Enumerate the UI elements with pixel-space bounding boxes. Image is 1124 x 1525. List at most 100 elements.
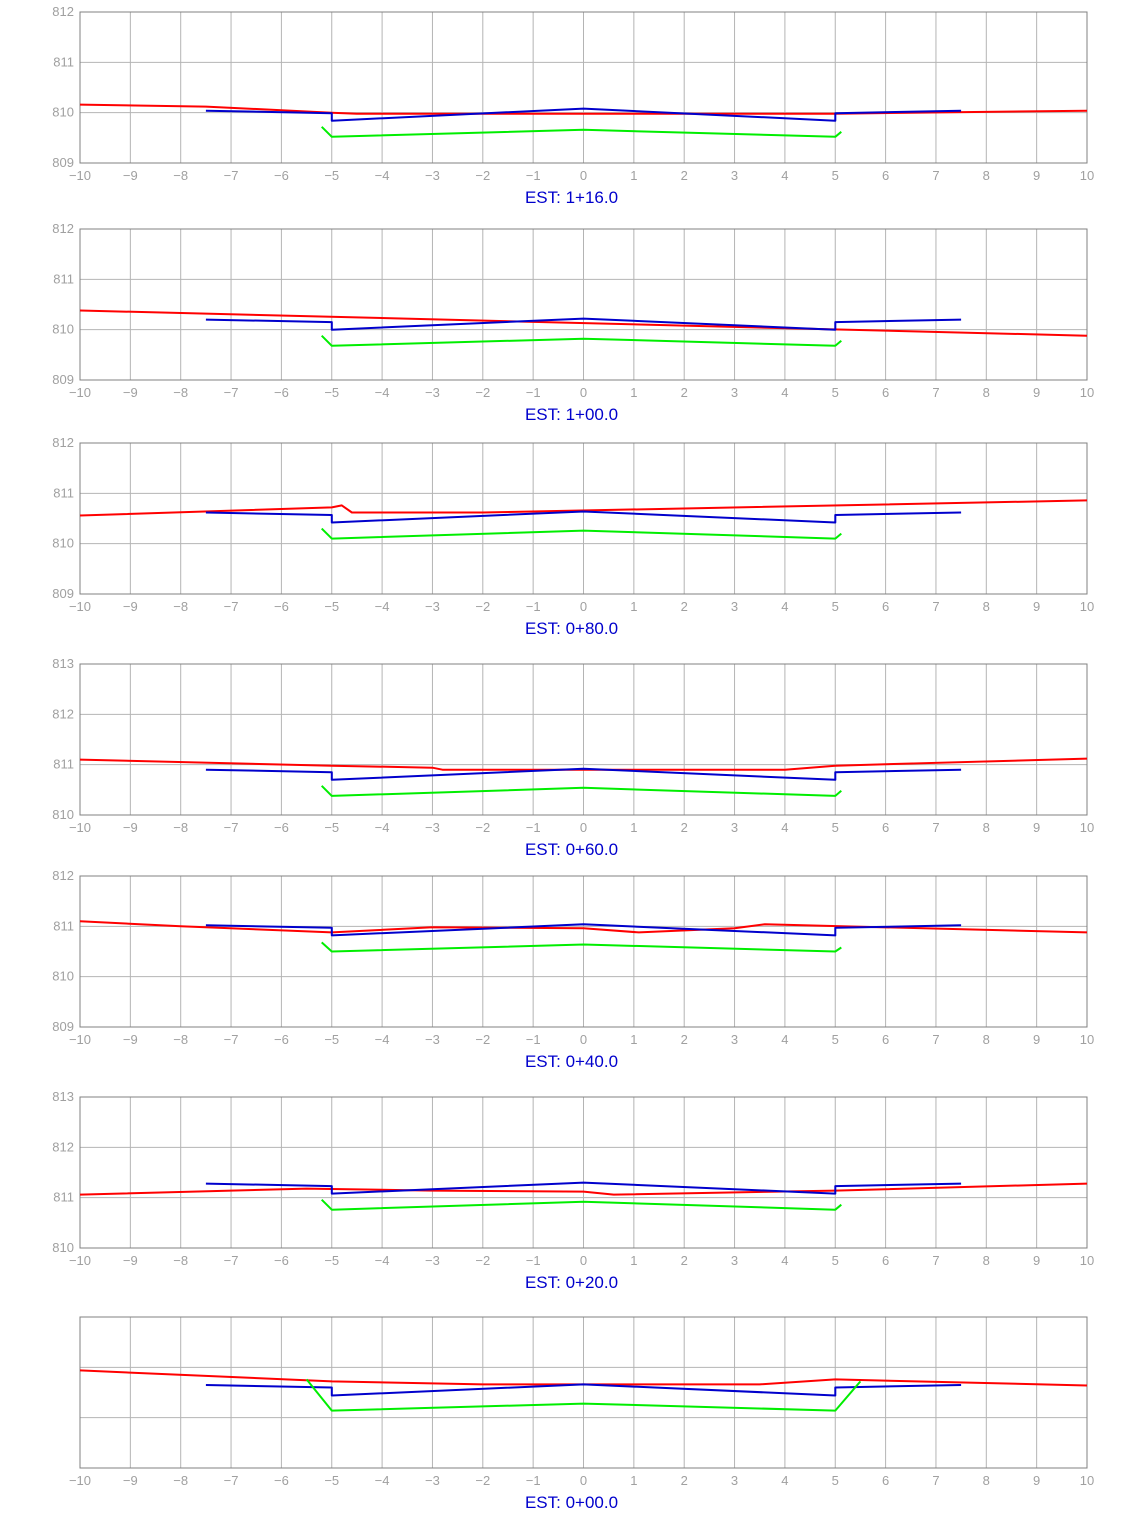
x-tick-label: −1: [526, 168, 541, 183]
x-tick-label: 0: [580, 385, 587, 400]
terrain-line: [79, 499, 1088, 517]
x-tick-label: −7: [224, 1253, 239, 1268]
x-tick-label: 9: [1033, 168, 1040, 183]
x-tick-label: 10: [1080, 1032, 1094, 1047]
x-tick-label: −4: [375, 1253, 390, 1268]
x-tick-label: 0: [580, 599, 587, 614]
x-tick-label: 10: [1080, 820, 1094, 835]
pavement-line: [320, 1198, 842, 1211]
x-tick-label: 4: [781, 820, 788, 835]
x-tick-label: 7: [932, 1032, 939, 1047]
section-panel-5: −10 −9 −8 −7 −6 −5 −4 −3 −2 −1 0 1 2 3 4 5 6 7 8 9 108098108…: [52, 868, 1094, 1071]
x-tick-label: 8: [983, 168, 990, 183]
x-tick-label: 1: [630, 1253, 637, 1268]
y-tick-label: 809: [52, 586, 74, 601]
subgrade-line: [205, 923, 962, 937]
x-tick-label: 2: [681, 820, 688, 835]
x-tick-label: −6: [274, 1473, 289, 1488]
x-tick-label: −5: [324, 1253, 339, 1268]
x-tick-label: 0: [580, 820, 587, 835]
section-panel-6: −10 −9 −8 −7 −6 −5 −4 −3 −2 −1 0 1 2 3 4 5 6 7 8 9 108108118…: [52, 1089, 1094, 1292]
x-tick-label: −7: [224, 599, 239, 614]
x-tick-label: −4: [375, 168, 390, 183]
station-label: EST: 1+16.0: [525, 188, 618, 207]
y-tick-label: 809: [52, 372, 74, 387]
x-tick-label: 4: [781, 1032, 788, 1047]
x-tick-label: −7: [224, 820, 239, 835]
x-tick-label: −6: [274, 1253, 289, 1268]
y-tick-label: 812: [52, 435, 74, 450]
subgrade-line: [205, 317, 962, 331]
y-tick-label: 812: [52, 4, 74, 19]
y-tick-label: 811: [53, 757, 74, 772]
y-tick-label: 812: [52, 221, 74, 236]
x-tick-label: 0: [580, 1473, 587, 1488]
x-tick-label: −10: [69, 168, 91, 183]
section-panel-4: −10 −9 −8 −7 −6 −5 −4 −3 −2 −1 0 1 2 3 4 5 6 7 8 9 108108118…: [52, 656, 1094, 859]
x-tick-label: −5: [324, 599, 339, 614]
y-tick-label: 811: [53, 1190, 74, 1205]
x-tick-label: 4: [781, 1473, 788, 1488]
x-tick-label: −3: [425, 168, 440, 183]
x-tick-label: 6: [882, 1032, 889, 1047]
x-tick-label: 4: [781, 168, 788, 183]
x-tick-label: 5: [832, 599, 839, 614]
x-tick-label: 4: [781, 385, 788, 400]
station-label: EST: 0+00.0: [525, 1493, 618, 1512]
x-tick-label: −1: [526, 1032, 541, 1047]
plot-frame: [79, 663, 1088, 816]
x-tick-label: −5: [324, 385, 339, 400]
x-tick-label: 2: [681, 168, 688, 183]
x-tick-label: −10: [69, 1253, 91, 1268]
y-tick-label: 810: [52, 105, 74, 120]
x-tick-label: 6: [882, 168, 889, 183]
x-tick-label: −4: [375, 1032, 390, 1047]
x-tick-label: 2: [681, 1253, 688, 1268]
plot-frame: [79, 1096, 1088, 1249]
y-tick-label: 812: [52, 868, 74, 883]
y-tick-label: 812: [52, 706, 74, 721]
x-tick-label: 5: [832, 168, 839, 183]
x-tick-label: 10: [1080, 168, 1094, 183]
station-label: EST: 0+80.0: [525, 619, 618, 638]
x-tick-label: −1: [526, 820, 541, 835]
subgrade-line: [205, 107, 962, 122]
y-tick-label: 809: [52, 155, 74, 170]
x-tick-label: −3: [425, 1473, 440, 1488]
x-tick-label: 2: [681, 599, 688, 614]
y-tick-label: 811: [53, 271, 74, 286]
x-tick-label: 8: [983, 599, 990, 614]
x-tick-label: −9: [123, 599, 138, 614]
x-tick-label: −10: [69, 385, 91, 400]
x-tick-label: −9: [123, 820, 138, 835]
x-tick-label: −10: [69, 1032, 91, 1047]
x-tick-label: −8: [173, 1473, 188, 1488]
x-tick-label: −10: [69, 1473, 91, 1488]
x-tick-label: −5: [324, 1473, 339, 1488]
x-tick-label: 4: [781, 599, 788, 614]
y-tick-label: 810: [52, 969, 74, 984]
x-tick-label: −2: [475, 1032, 490, 1047]
terrain-line: [79, 920, 1088, 934]
x-tick-label: 5: [832, 1032, 839, 1047]
y-tick-label: 810: [52, 322, 74, 337]
x-tick-label: −7: [224, 385, 239, 400]
section-panel-1: −10 −9 −8 −7 −6 −5 −4 −3 −2 −1 0 1 2 3 4 5 6 7 8 9 108098108…: [52, 4, 1094, 207]
x-tick-label: −10: [69, 820, 91, 835]
x-tick-label: 0: [580, 1253, 587, 1268]
x-tick-label: 9: [1033, 820, 1040, 835]
x-tick-label: 7: [932, 385, 939, 400]
plot-frame: [79, 228, 1088, 381]
x-tick-label: −3: [425, 599, 440, 614]
x-tick-label: 3: [731, 599, 738, 614]
x-tick-label: −2: [475, 1253, 490, 1268]
x-tick-label: 9: [1033, 1473, 1040, 1488]
x-tick-label: 6: [882, 820, 889, 835]
x-tick-label: 2: [681, 1032, 688, 1047]
pavement-line: [320, 785, 842, 797]
x-tick-label: 7: [932, 1473, 939, 1488]
x-tick-label: −2: [475, 1473, 490, 1488]
x-tick-label: −8: [173, 599, 188, 614]
